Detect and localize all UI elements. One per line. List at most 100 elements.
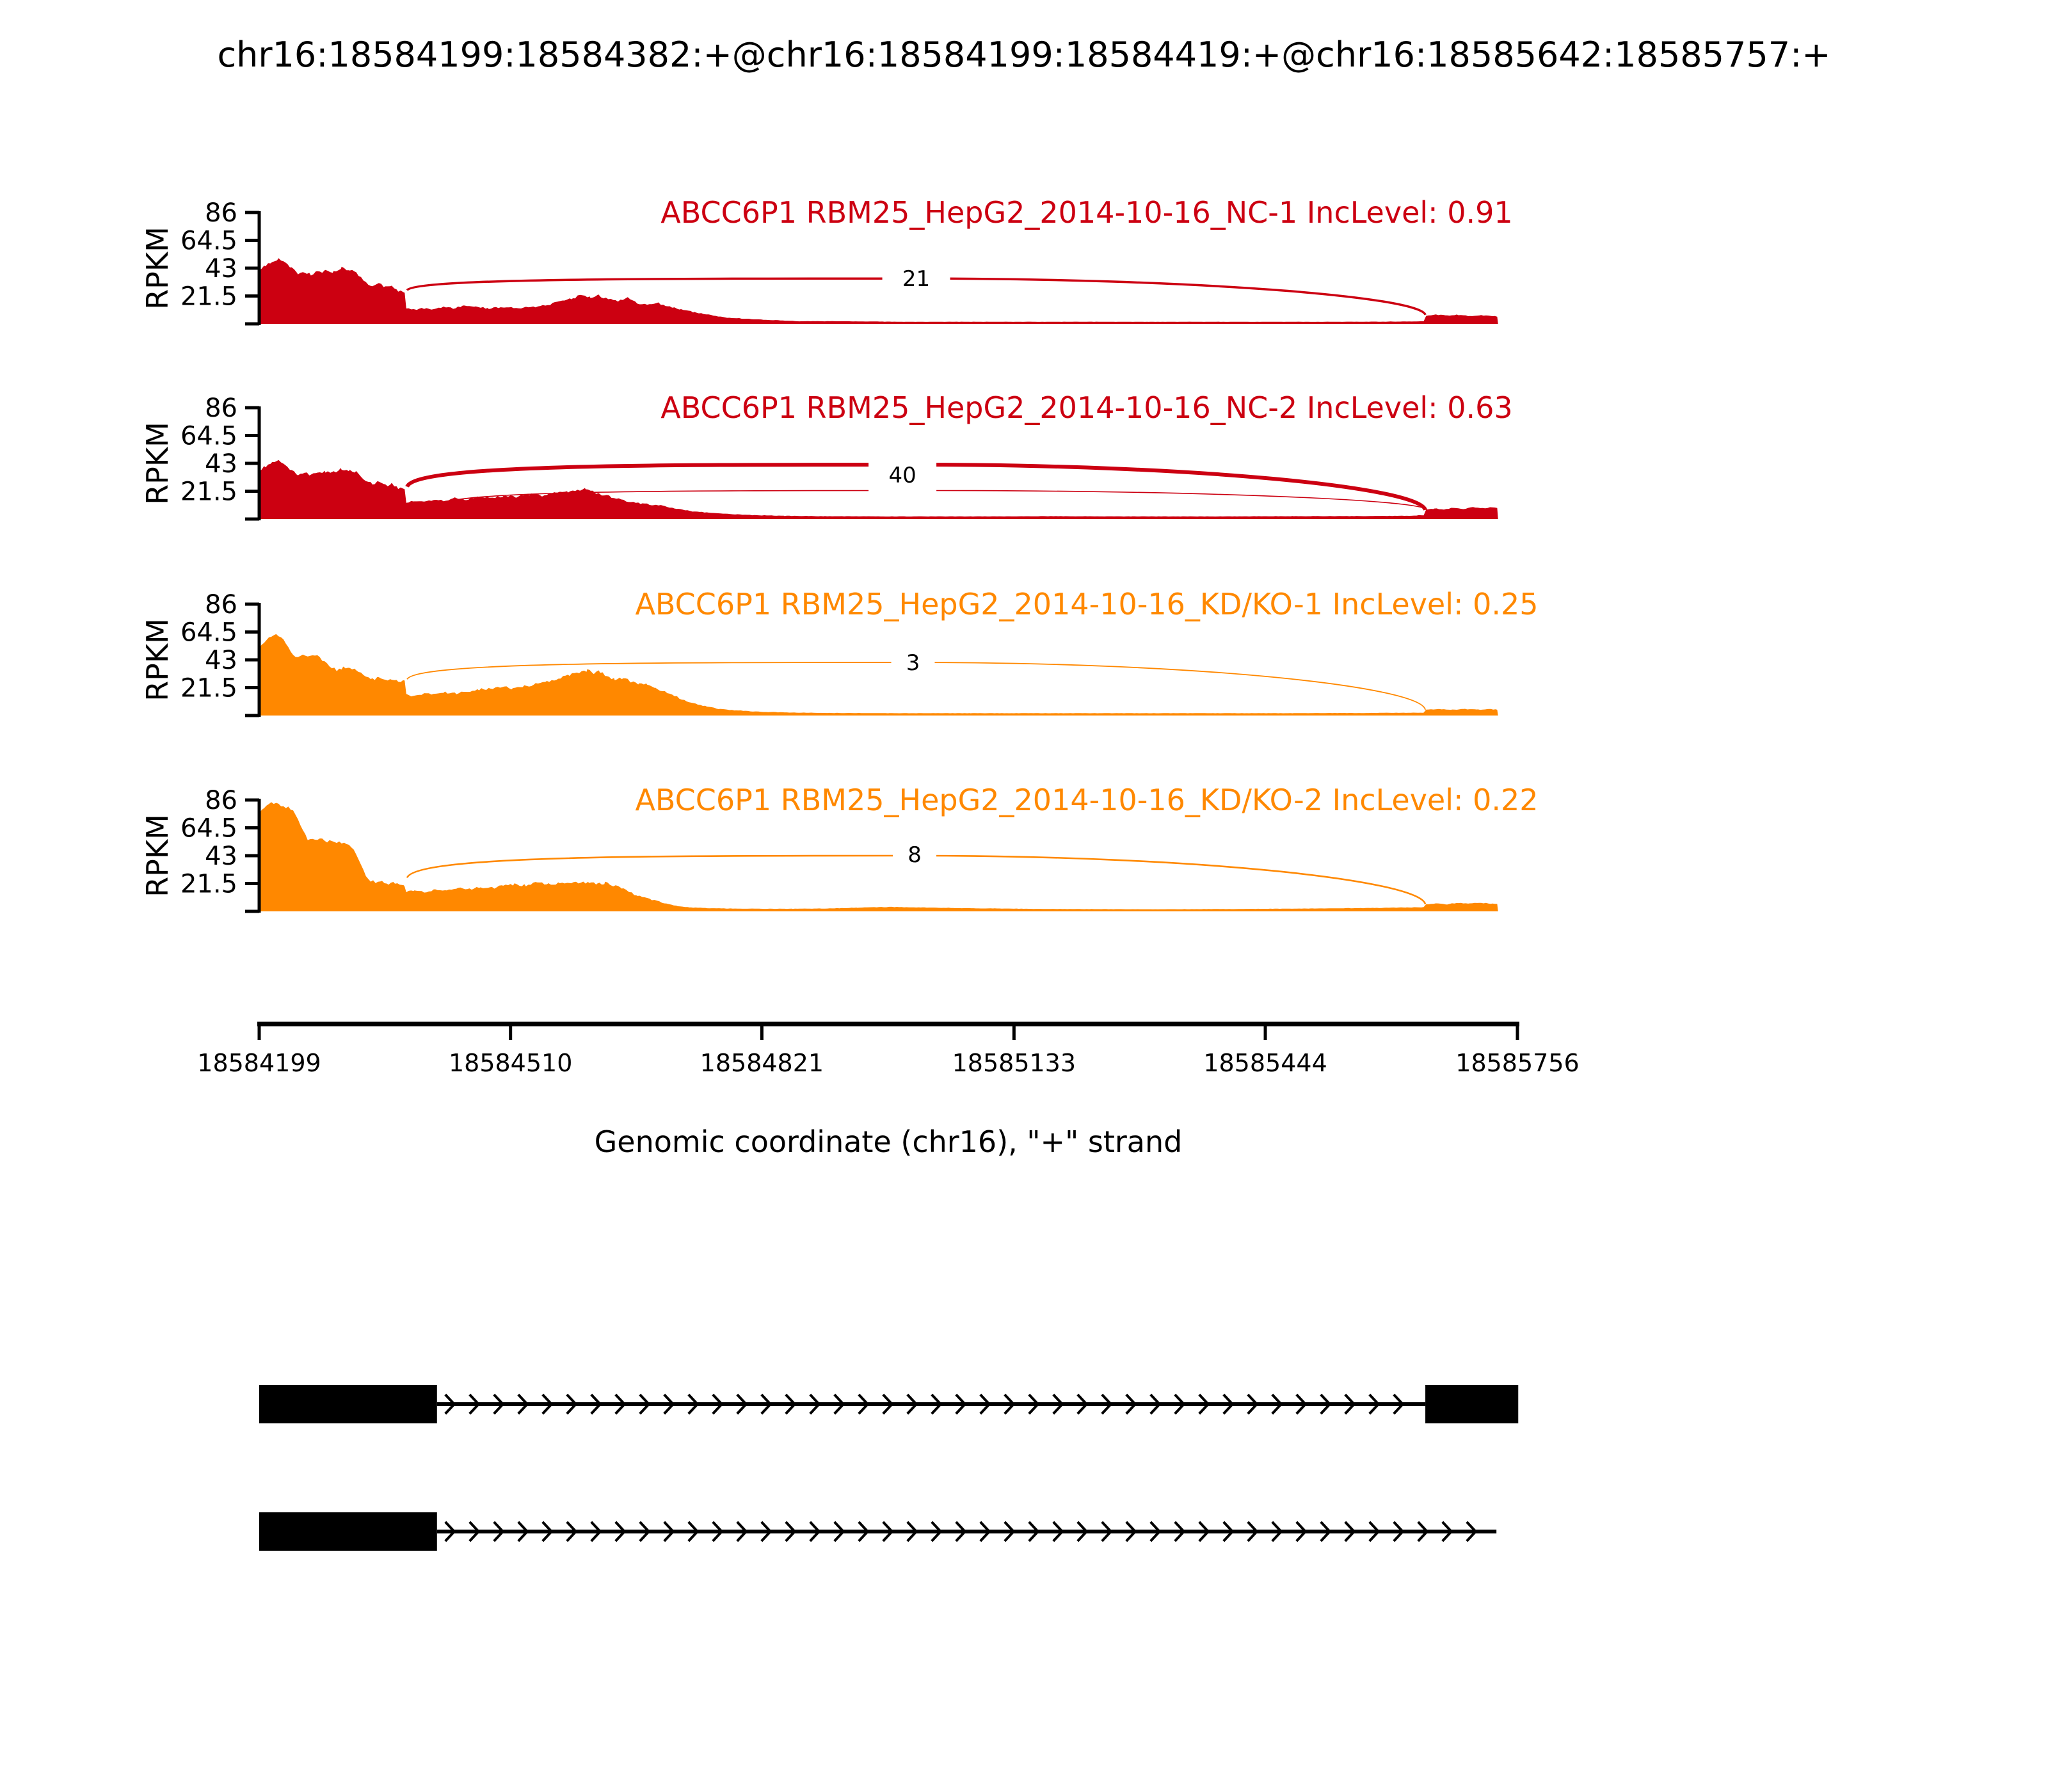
transcript-isoform-1 xyxy=(259,1385,1519,1423)
intron-arrow xyxy=(1441,1521,1453,1542)
y-axis-tick-label: 86 xyxy=(205,394,237,423)
junction-count-label: 8 xyxy=(908,842,922,868)
intron-arrow xyxy=(1198,1393,1210,1415)
intron-arrow xyxy=(833,1393,845,1415)
track-title: ABCC6P1 RBM25_HepG2_2014-10-16_NC-2 IncL… xyxy=(660,390,1512,425)
figure-title: chr16:18584199:18584382:+@chr16:18584199… xyxy=(217,35,1830,75)
intron-arrow xyxy=(444,1393,456,1415)
junction-count-label: 3 xyxy=(906,650,920,676)
intron-arrow xyxy=(1247,1521,1259,1542)
track-title: ABCC6P1 RBM25_HepG2_2014-10-16_NC-1 IncL… xyxy=(660,195,1512,230)
intron-arrow xyxy=(1125,1393,1137,1415)
track-title: ABCC6P1 RBM25_HepG2_2014-10-16_KD/KO-2 I… xyxy=(635,783,1538,817)
y-axis-tick-label: 21.5 xyxy=(180,674,237,703)
coverage-area xyxy=(259,258,1517,324)
intron-arrow xyxy=(785,1393,797,1415)
intron-arrow xyxy=(493,1521,505,1542)
intron-arrow xyxy=(809,1521,821,1542)
intron-arrow xyxy=(1174,1521,1186,1542)
junction-count-bg xyxy=(882,260,950,298)
intron-arrow xyxy=(1004,1393,1016,1415)
intron-arrow xyxy=(541,1393,554,1415)
intron-arrow xyxy=(1101,1393,1113,1415)
intron-arrow xyxy=(468,1393,481,1415)
intron-arrow xyxy=(1368,1521,1380,1542)
y-axis-tick-label: 86 xyxy=(205,590,237,620)
intron-arrow xyxy=(955,1393,967,1415)
intron-arrow xyxy=(517,1393,529,1415)
intron-arrow xyxy=(1393,1393,1405,1415)
intron-arrow xyxy=(931,1393,943,1415)
junction-count-bg xyxy=(893,835,937,873)
intron-arrow xyxy=(1052,1521,1064,1542)
intron-arrow xyxy=(1271,1393,1283,1415)
intron-arrow xyxy=(1222,1521,1235,1542)
x-axis-tick-label: 18584199 xyxy=(197,1049,321,1077)
x-axis-tick-label: 18584510 xyxy=(449,1049,572,1077)
y-axis-title: RPKM xyxy=(140,227,175,310)
junction-count-label: 40 xyxy=(888,463,916,488)
intron-arrow xyxy=(590,1393,602,1415)
intron-arrow xyxy=(614,1393,627,1415)
intron-arrow xyxy=(882,1393,894,1415)
y-axis-title: RPKM xyxy=(140,814,175,897)
intron-arrow xyxy=(712,1393,724,1415)
intron-arrow xyxy=(760,1521,772,1542)
intron-arrow xyxy=(955,1521,967,1542)
intron-arrow xyxy=(566,1521,578,1542)
intron-arrow xyxy=(1076,1521,1089,1542)
x-axis-title: Genomic coordinate (chr16), "+" strand xyxy=(595,1124,1183,1159)
intron-arrow xyxy=(906,1521,918,1542)
intron-arrow xyxy=(1247,1393,1259,1415)
intron-arrow xyxy=(736,1393,748,1415)
intron-arrow xyxy=(444,1521,456,1542)
intron-arrow xyxy=(1198,1521,1210,1542)
x-axis: Genomic coordinate (chr16), "+" strand 1… xyxy=(197,1021,1580,1159)
transcript-isoform-2 xyxy=(259,1512,1497,1551)
intron-arrow xyxy=(1344,1393,1356,1415)
x-axis-tick-label: 18584821 xyxy=(700,1049,824,1077)
y-axis-tick-label: 86 xyxy=(205,198,237,228)
intron-arrow xyxy=(1125,1521,1137,1542)
intron-arrow xyxy=(687,1393,700,1415)
intron-arrow xyxy=(1393,1521,1405,1542)
intron-arrow xyxy=(1368,1393,1380,1415)
x-axis-tick-label: 18585133 xyxy=(952,1049,1076,1077)
intron-arrow xyxy=(493,1393,505,1415)
intron-arrow xyxy=(663,1521,675,1542)
intron-arrow xyxy=(1028,1393,1040,1415)
intron-arrow xyxy=(1222,1393,1235,1415)
y-axis-tick-label: 21.5 xyxy=(180,477,237,507)
y-axis-title: RPKM xyxy=(140,618,175,701)
y-axis-tick-label: 43 xyxy=(205,254,237,284)
intron-arrow xyxy=(906,1393,918,1415)
intron-arrow xyxy=(1466,1521,1478,1542)
junction-count-bg xyxy=(868,456,937,494)
junction-count-bg xyxy=(891,644,935,682)
intron-arrow xyxy=(1101,1521,1113,1542)
y-axis-tick-label: 43 xyxy=(205,646,237,675)
intron-arrow xyxy=(785,1521,797,1542)
y-axis-title: RPKM xyxy=(140,422,175,505)
intron-arrow xyxy=(833,1521,845,1542)
intron-arrow xyxy=(541,1521,554,1542)
intron-arrow xyxy=(1149,1393,1162,1415)
intron-arrow xyxy=(1320,1521,1332,1542)
coverage-area xyxy=(259,634,1517,716)
y-axis-tick-label: 43 xyxy=(205,842,237,871)
exon-box xyxy=(259,1512,437,1551)
junction-count-label: 21 xyxy=(902,266,930,292)
intron-arrow xyxy=(687,1521,700,1542)
intron-arrow xyxy=(590,1521,602,1542)
y-axis-tick-label: 64.5 xyxy=(180,422,237,451)
transcript-models xyxy=(259,1385,1519,1551)
y-axis-tick-label: 21.5 xyxy=(180,870,237,899)
intron-arrow xyxy=(760,1393,772,1415)
intron-arrow xyxy=(712,1521,724,1542)
